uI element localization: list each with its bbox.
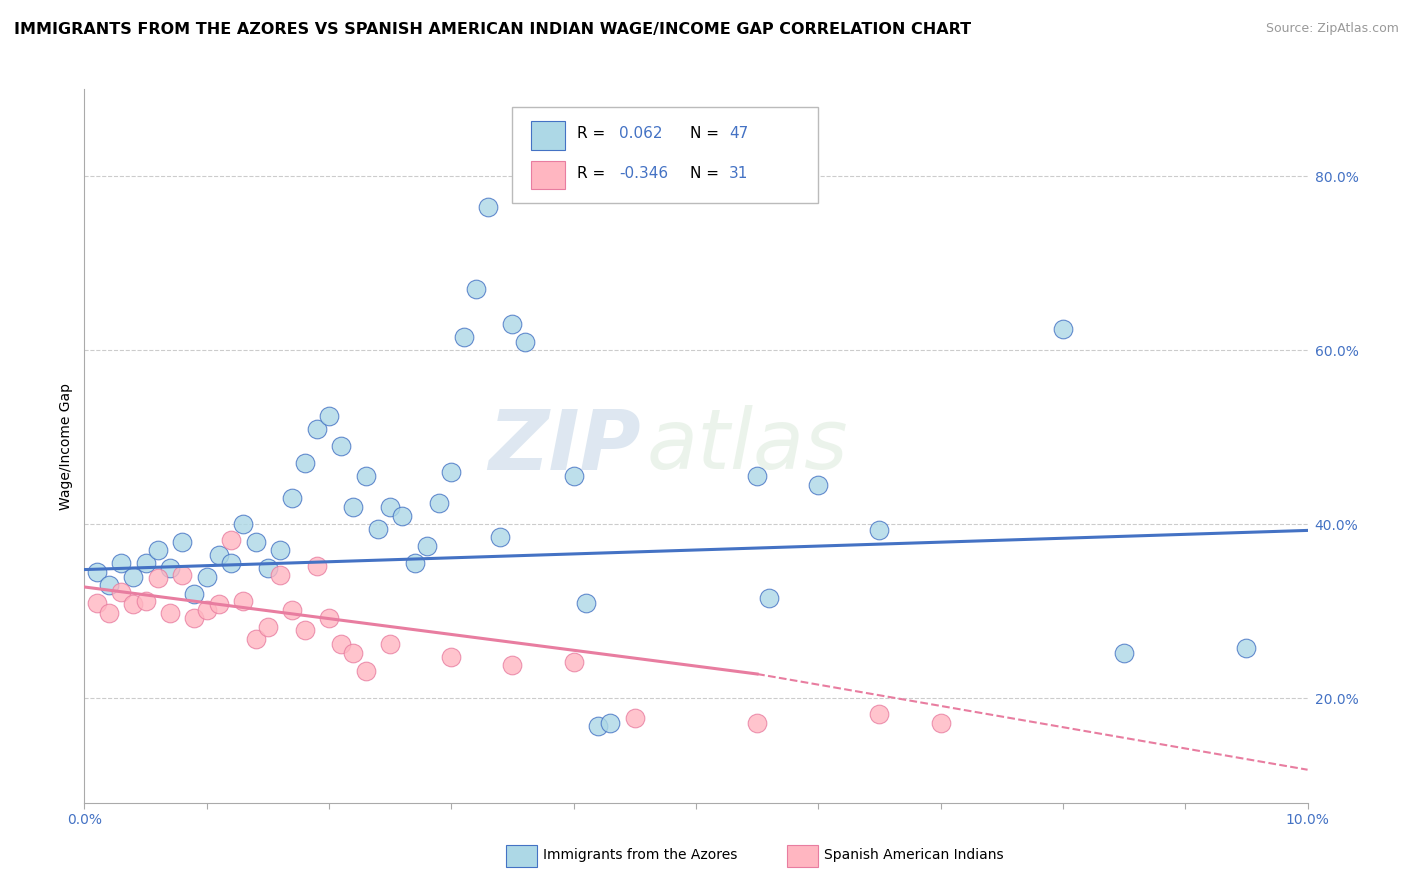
Point bbox=[416, 539, 439, 553]
Point bbox=[502, 317, 524, 331]
Point bbox=[453, 330, 475, 344]
Point bbox=[342, 646, 364, 660]
Point bbox=[257, 620, 280, 634]
Point bbox=[219, 557, 242, 571]
Point bbox=[110, 557, 132, 571]
Text: Immigrants from the Azores: Immigrants from the Azores bbox=[543, 848, 737, 863]
Point bbox=[97, 606, 120, 620]
Point bbox=[172, 567, 194, 582]
Point bbox=[624, 710, 647, 724]
Point bbox=[342, 500, 364, 514]
Text: IMMIGRANTS FROM THE AZORES VS SPANISH AMERICAN INDIAN WAGE/INCOME GAP CORRELATIO: IMMIGRANTS FROM THE AZORES VS SPANISH AM… bbox=[14, 22, 972, 37]
Point bbox=[758, 591, 780, 606]
Point bbox=[489, 530, 512, 544]
Point bbox=[232, 594, 254, 608]
Point bbox=[562, 469, 585, 483]
Point bbox=[367, 522, 389, 536]
Point bbox=[747, 469, 769, 483]
Point bbox=[110, 585, 132, 599]
Point bbox=[575, 596, 598, 610]
Point bbox=[245, 534, 267, 549]
Point bbox=[440, 465, 463, 479]
Point bbox=[135, 557, 157, 571]
Bar bbox=[531, 121, 565, 150]
Point bbox=[146, 571, 169, 585]
Point bbox=[159, 561, 181, 575]
Point bbox=[427, 495, 450, 509]
Point bbox=[330, 439, 353, 453]
Point bbox=[159, 606, 181, 620]
Point bbox=[562, 655, 585, 669]
Text: R =: R = bbox=[578, 126, 610, 141]
Point bbox=[172, 534, 194, 549]
Point bbox=[245, 632, 267, 647]
Point bbox=[869, 706, 891, 721]
Point bbox=[354, 469, 377, 483]
Point bbox=[1234, 640, 1257, 655]
Point bbox=[183, 611, 205, 625]
Text: R =: R = bbox=[578, 166, 606, 181]
Text: 47: 47 bbox=[728, 126, 748, 141]
Point bbox=[135, 594, 157, 608]
Bar bbox=[531, 161, 565, 189]
Point bbox=[122, 598, 145, 612]
Point bbox=[1052, 321, 1074, 335]
Point bbox=[502, 658, 524, 673]
Point bbox=[1114, 646, 1136, 660]
Point bbox=[380, 637, 402, 651]
Point bbox=[195, 569, 218, 583]
Text: -0.346: -0.346 bbox=[619, 166, 668, 181]
Point bbox=[513, 334, 536, 349]
Point bbox=[281, 602, 304, 616]
Point bbox=[208, 548, 231, 562]
Point bbox=[404, 557, 426, 571]
Point bbox=[281, 491, 304, 506]
Point bbox=[477, 200, 499, 214]
Point bbox=[599, 715, 621, 730]
Point bbox=[305, 421, 328, 435]
Text: N =: N = bbox=[690, 126, 718, 141]
Point bbox=[86, 596, 108, 610]
Text: atlas: atlas bbox=[647, 406, 849, 486]
Point bbox=[219, 533, 242, 547]
Point bbox=[869, 524, 891, 538]
Point bbox=[146, 543, 169, 558]
Point bbox=[807, 478, 830, 492]
Text: N =: N = bbox=[690, 166, 718, 181]
Point bbox=[354, 664, 377, 678]
Point bbox=[391, 508, 413, 523]
Text: ZIP: ZIP bbox=[488, 406, 641, 486]
Point bbox=[122, 569, 145, 583]
Y-axis label: Wage/Income Gap: Wage/Income Gap bbox=[59, 383, 73, 509]
Point bbox=[232, 517, 254, 532]
Point bbox=[440, 649, 463, 664]
Point bbox=[257, 561, 280, 575]
FancyBboxPatch shape bbox=[512, 107, 818, 203]
Point bbox=[195, 602, 218, 616]
Point bbox=[330, 637, 353, 651]
Point bbox=[269, 543, 291, 558]
Point bbox=[380, 500, 402, 514]
Point bbox=[294, 624, 316, 638]
Point bbox=[97, 578, 120, 592]
Point bbox=[269, 567, 291, 582]
Point bbox=[586, 719, 609, 733]
Point bbox=[305, 559, 328, 574]
Point bbox=[208, 598, 231, 612]
Point bbox=[318, 611, 340, 625]
Point bbox=[86, 565, 108, 579]
Point bbox=[747, 715, 769, 730]
Text: 0.062: 0.062 bbox=[619, 126, 662, 141]
Text: Spanish American Indians: Spanish American Indians bbox=[824, 848, 1004, 863]
Point bbox=[294, 457, 316, 471]
Text: Source: ZipAtlas.com: Source: ZipAtlas.com bbox=[1265, 22, 1399, 36]
Text: 31: 31 bbox=[728, 166, 748, 181]
Point bbox=[318, 409, 340, 423]
Point bbox=[183, 587, 205, 601]
Point bbox=[929, 715, 952, 730]
Point bbox=[464, 282, 486, 296]
